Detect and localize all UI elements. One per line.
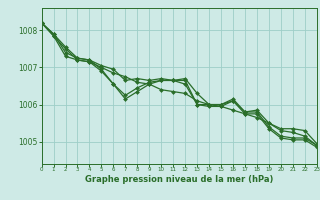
X-axis label: Graphe pression niveau de la mer (hPa): Graphe pression niveau de la mer (hPa) xyxy=(85,175,273,184)
